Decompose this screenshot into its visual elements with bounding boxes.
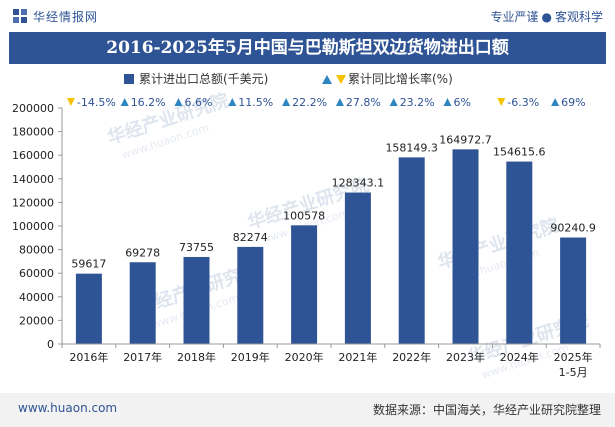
footer-site-link[interactable]: www.huaon.com	[18, 401, 118, 415]
bar-chart: 华经产业研究院www.huaon.com华经产业研究院www.huaon.com…	[12, 71, 601, 382]
bar	[398, 157, 425, 344]
x-tick-label: 2019年	[231, 350, 270, 364]
chart-legend: 累计进出口总额(千美元) 累计同比增长率(%)	[124, 71, 453, 86]
y-tick-label: 140000	[12, 173, 54, 186]
y-tick-label: 160000	[12, 149, 54, 162]
bar	[129, 262, 156, 344]
bar-value-label: 90240.9	[550, 222, 596, 235]
y-tick-label: 80000	[19, 244, 54, 257]
x-tick-label: 2017年	[123, 350, 162, 364]
y-tick-label: 0	[47, 338, 54, 351]
x-tick-label: 2024年	[500, 350, 539, 364]
tagline: 专业严谨 ● 客观科学	[490, 8, 603, 25]
y-tick-label: 120000	[12, 196, 54, 209]
bar	[75, 273, 102, 344]
bar	[452, 149, 479, 344]
legend-up-triangle-icon	[322, 75, 332, 84]
bar-value-label: 158149.3	[385, 141, 438, 154]
y-tick-label: 100000	[12, 220, 54, 233]
y-tick-label: 40000	[19, 291, 54, 304]
growth-rate-label: 11.5%	[238, 96, 273, 109]
x-axis: 2016年 2017年 2018年 2019年 2020年 2021年 2022年 2023年…	[61, 343, 601, 379]
x-tick-label: 2025年	[554, 350, 593, 364]
growth-up-triangle-icon	[228, 98, 237, 106]
growth-down-triangle-icon	[66, 98, 75, 106]
bar-value-label: 100578	[283, 209, 325, 222]
growth-up-triangle-icon	[335, 98, 344, 106]
x-tick-label: 2016年	[69, 350, 108, 364]
legend-down-triangle-icon	[336, 75, 346, 84]
chart-title: 2016-2025年5月中国与巴勒斯坦双边货物进出口额	[9, 32, 606, 64]
growth-up-triangle-icon	[389, 98, 398, 106]
x-tick-label: 2023年	[446, 350, 485, 364]
growth-rate-label: -6.3%	[507, 96, 539, 109]
bar	[237, 246, 264, 344]
growth-up-triangle-icon	[174, 98, 183, 106]
bar-value-label: 59617	[71, 258, 106, 271]
legend-bar-swatch	[124, 74, 134, 84]
tagline-left: 专业严谨	[490, 10, 539, 24]
growth-down-triangle-icon	[497, 98, 506, 106]
brand-name: 华经情报网	[33, 10, 99, 24]
growth-rate-label: 16.2%	[131, 96, 166, 109]
y-tick-label: 20000	[19, 314, 54, 327]
y-tick-label: 60000	[19, 267, 54, 280]
bar-value-label: 82274	[233, 231, 268, 244]
growth-rate-label: 6.6%	[185, 96, 213, 109]
y-axis: 0 20000 40000 60000 80000 100000 120000 140000 1…	[12, 102, 63, 351]
growth-rate-label: 69%	[561, 96, 585, 109]
bar	[506, 161, 533, 344]
tagline-right: 客观科学	[554, 10, 603, 24]
header-bar: 华经情报网 专业严谨 ● 客观科学	[0, 0, 615, 32]
footer-bar: www.huaon.com 数据来源：中国海关，华经产业研究院整理	[0, 393, 615, 427]
data-source-note: 数据来源：中国海关，华经产业研究院整理	[372, 403, 601, 417]
bar-series: 59617 69278 73755 82274 100578 128343.1 158149…	[71, 133, 596, 344]
bar-value-label: 154615.6	[493, 146, 546, 159]
tagline-separator-dot: ●	[541, 10, 552, 24]
growth-rate-label: 22.2%	[292, 96, 327, 109]
y-tick-label: 180000	[12, 126, 54, 139]
bar-value-label: 69278	[125, 246, 160, 259]
bar-value-label: 164972.7	[439, 133, 492, 146]
x-tick-label: 2022年	[392, 350, 431, 364]
growth-rate-row: -14.5% 16.2% 6.6% 11.5% 22.2% 27.8% 23.2% 6% -6.…	[66, 96, 586, 109]
growth-up-triangle-icon	[443, 98, 452, 106]
y-tick-label: 200000	[12, 102, 54, 115]
bar	[344, 192, 371, 344]
growth-rate-label: 23.2%	[400, 96, 435, 109]
growth-rate-label: 6%	[454, 96, 471, 109]
bar-value-label: 73755	[179, 241, 214, 254]
x-tick-label: 1-5月	[559, 366, 588, 379]
bar	[291, 225, 318, 344]
bar	[560, 237, 587, 344]
x-tick-label: 2018年	[177, 350, 216, 364]
huajing-logo-icon	[13, 9, 27, 23]
growth-up-triangle-icon	[551, 98, 560, 106]
x-tick-label: 2021年	[338, 350, 377, 364]
bar	[183, 256, 210, 344]
legend-bar-label: 累计进出口总额(千美元)	[139, 72, 268, 86]
x-tick-label: 2020年	[285, 350, 324, 364]
growth-up-triangle-icon	[120, 98, 129, 106]
growth-up-triangle-icon	[282, 98, 291, 106]
bar-value-label: 128343.1	[332, 177, 385, 190]
legend-growth-label: 累计同比增长率(%)	[348, 71, 453, 86]
growth-rate-label: 27.8%	[346, 96, 381, 109]
growth-rate-label: -14.5%	[77, 96, 116, 109]
